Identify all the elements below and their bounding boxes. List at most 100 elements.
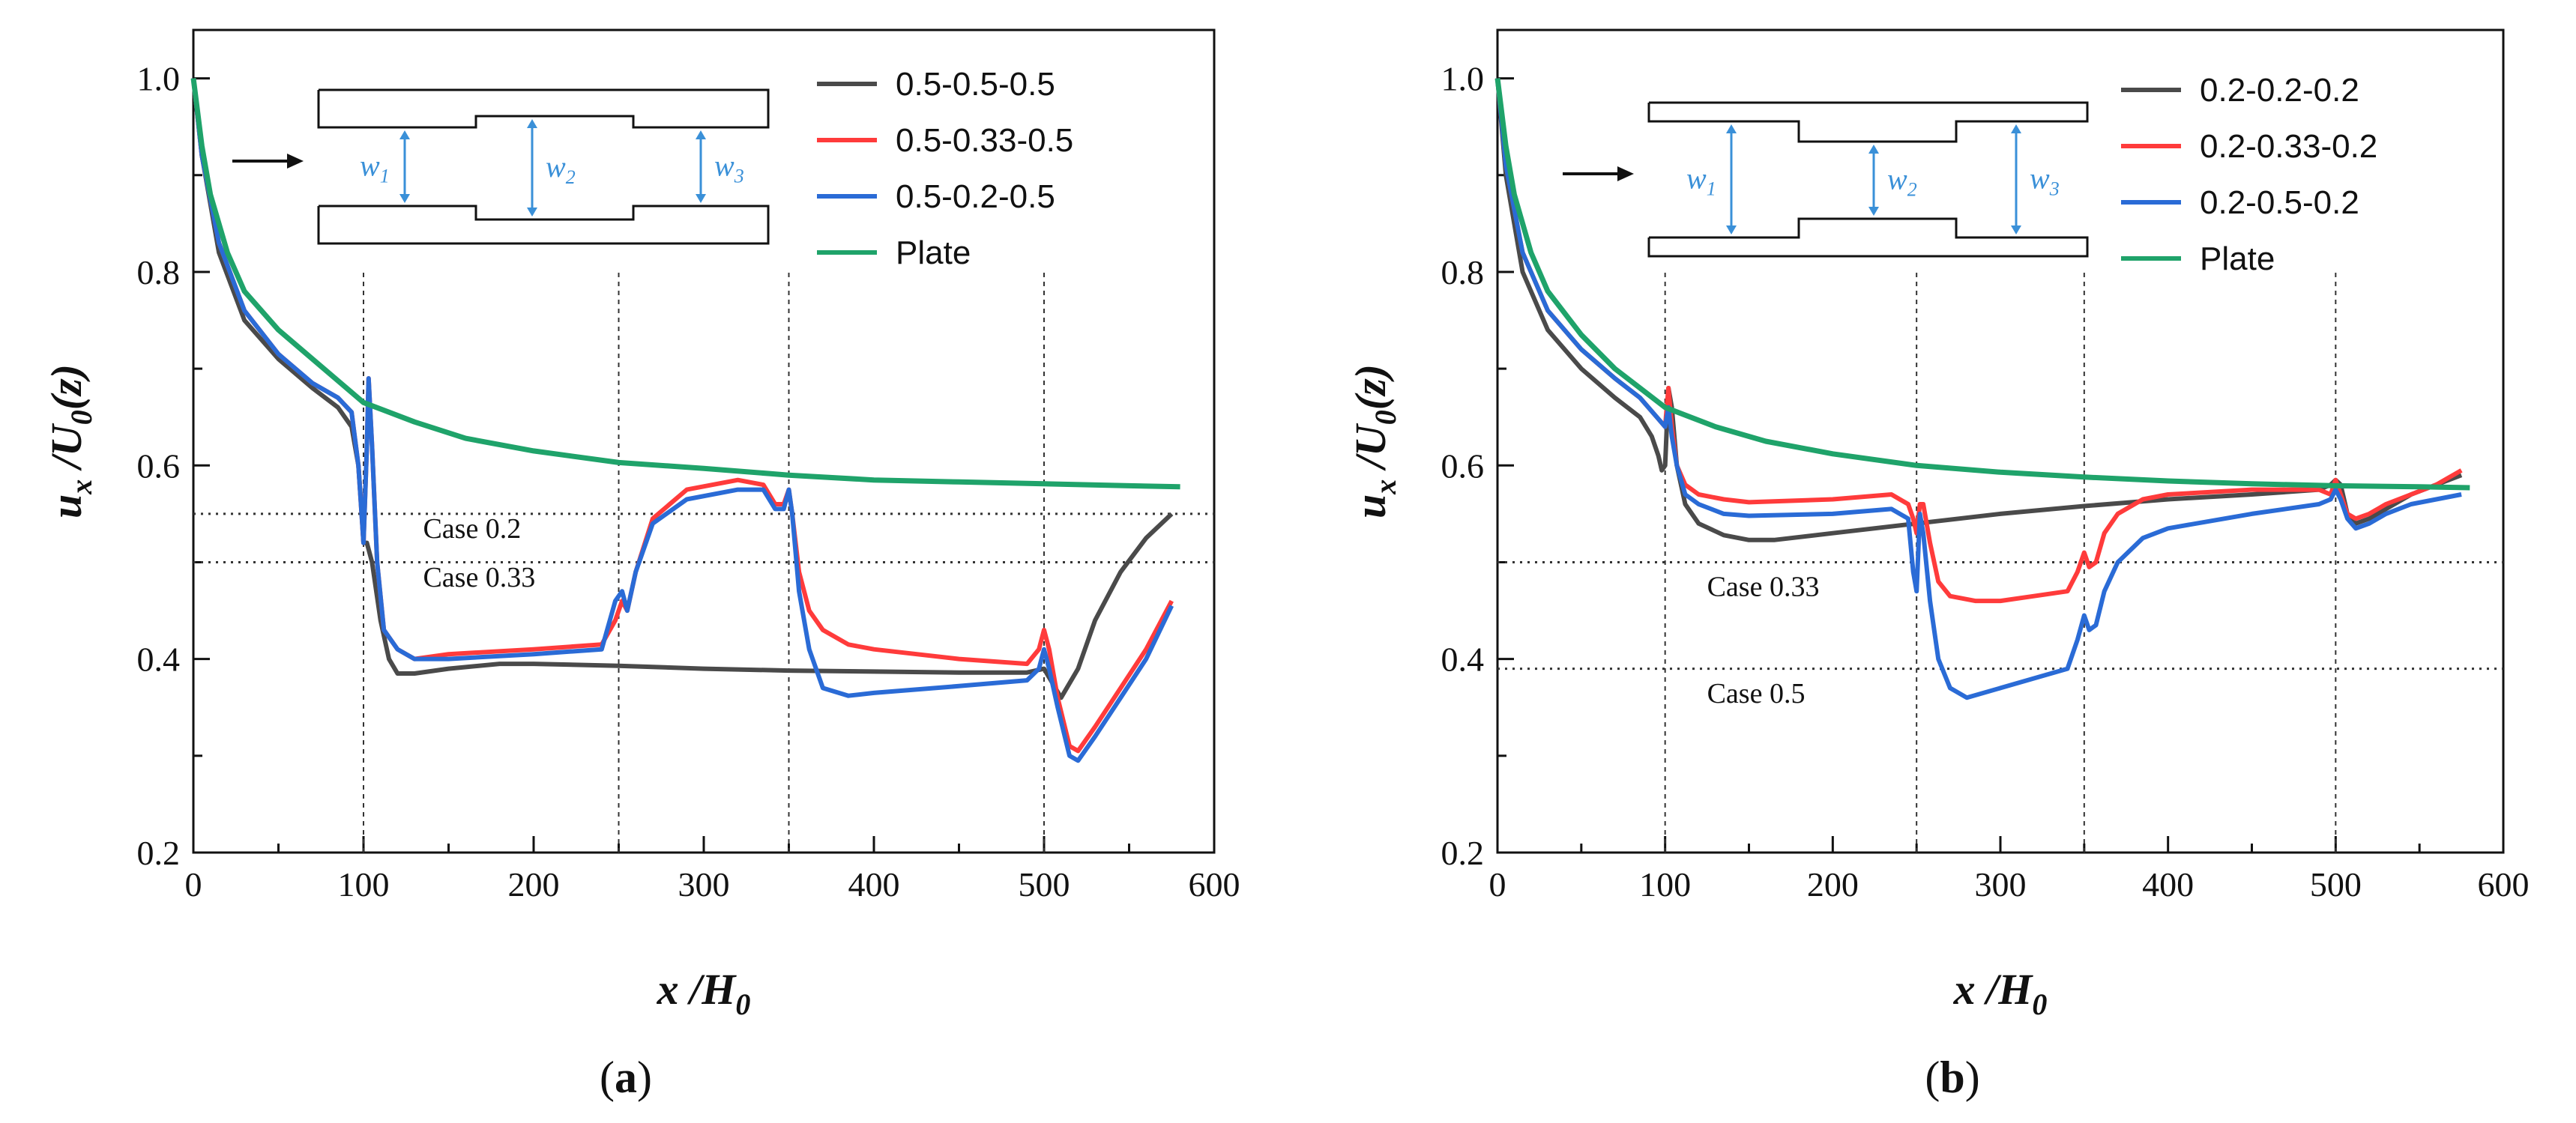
x-tick-label: 200	[508, 865, 560, 903]
x-tick-label: 0	[185, 865, 202, 903]
x-tick-label: 400	[848, 865, 900, 903]
y-tick-label: 0.6	[137, 447, 181, 485]
x-tick-label: 300	[1975, 865, 2027, 903]
y-axis-label-denominator-subscript: 0	[64, 410, 98, 425]
y-tick-label: 1.0	[137, 60, 181, 98]
series-line-0	[191, 78, 1174, 700]
width-label-w1: w1	[1686, 162, 1716, 200]
x-axis-label-subscript: 0	[735, 987, 750, 1021]
x-tick-label: 400	[2142, 865, 2194, 903]
width-arrow-head-bottom	[1726, 225, 1737, 234]
y-tick-label: 1.0	[1441, 60, 1485, 98]
panel-label-close-paren: )	[637, 1053, 652, 1102]
y-tick-label: 0.6	[1441, 447, 1485, 485]
legend-entry-label: 0.2-0.2-0.2	[2200, 72, 2359, 109]
panel-label: (b)	[1925, 1053, 1979, 1102]
y-axis-label-main: u	[1346, 494, 1395, 518]
flow-arrow-head	[287, 154, 304, 169]
case-label: Case 0.33	[423, 562, 535, 593]
width-label-w2: w2	[1887, 163, 1917, 201]
x-tick-label: 300	[678, 865, 730, 903]
width-arrow-head-top	[2011, 124, 2021, 133]
series-line-3	[190, 78, 1180, 490]
width-label-subscript: 3	[2049, 178, 2060, 200]
width-arrow-head-top	[1868, 145, 1879, 154]
y-axis-label: ux /U0(z)	[1346, 364, 1402, 518]
width-label-w3: w3	[714, 149, 744, 187]
panel-label-letter: a	[615, 1053, 637, 1102]
width-label-subscript: 3	[734, 166, 744, 187]
width-arrow-head-bottom	[2011, 225, 2021, 234]
legend-entry-label: 0.5-0.33-0.5	[896, 122, 1073, 159]
y-axis-label-tail: (z)	[1346, 364, 1395, 410]
width-label-main: w	[546, 150, 566, 184]
x-axis-label: x /H0	[657, 965, 751, 1021]
y-axis-label-main: u	[42, 494, 91, 518]
x-tick-label: 100	[1639, 865, 1691, 903]
y-axis-label-denominator: /U	[1346, 423, 1395, 479]
y-axis-label: ux /U0(z)	[42, 364, 98, 518]
y-axis-label-subscript: x	[1369, 479, 1402, 495]
legend-entry-label: 0.5-0.2-0.5	[896, 178, 1055, 215]
x-tick-label: 200	[1807, 865, 1859, 903]
width-label-subscript: 2	[566, 166, 576, 188]
case-label: Case 0.5	[1707, 678, 1806, 709]
x-axis-label-main: x /H	[1953, 965, 2034, 1014]
series-line-3	[1494, 78, 2470, 491]
y-tick-label: 0.4	[1441, 641, 1485, 679]
legend-entry-label: 0.5-0.5-0.5	[896, 66, 1055, 103]
series-line-2	[191, 78, 1174, 763]
width-label-main: w	[714, 149, 735, 183]
width-arrow-head-top	[399, 130, 410, 139]
legend-entry-label: 0.2-0.33-0.2	[2200, 128, 2377, 165]
x-axis-label-main: x /H	[657, 965, 737, 1014]
y-axis-label-subscript: x	[64, 479, 98, 495]
channel-bottom-wall	[317, 205, 770, 245]
x-axis-label: x /H0	[1953, 965, 2048, 1021]
x-tick-label: 600	[2478, 865, 2530, 903]
legend-entry-label: Plate	[2200, 240, 2275, 277]
width-arrow-head-bottom	[696, 194, 706, 203]
y-axis-label-denominator-subscript: 0	[1369, 410, 1402, 425]
width-arrow-head-bottom	[1868, 207, 1879, 216]
panel-label: (a)	[600, 1053, 652, 1102]
series-line-2	[1495, 78, 2462, 700]
y-tick-label: 0.2	[137, 834, 181, 872]
channel-bottom-wall	[1647, 217, 2089, 258]
width-label-w1: w1	[360, 149, 390, 187]
channel-top-wall	[1647, 101, 2089, 143]
width-arrow-head-bottom	[527, 208, 537, 217]
flow-arrow-head	[1617, 166, 1634, 181]
legend-entry-label: Plate	[896, 234, 971, 271]
panel-label-open-paren: (	[600, 1053, 615, 1102]
case-label: Case 0.2	[423, 513, 521, 545]
channel-schematic: w1 w2 w3	[232, 88, 770, 245]
x-tick-label: 600	[1189, 865, 1240, 903]
channel-schematic: w1 w2 w3	[1563, 101, 2089, 258]
y-axis-label-denominator: /U	[42, 423, 91, 479]
x-axis-label-subscript: 0	[2032, 987, 2047, 1021]
panel-label-open-paren: (	[1925, 1053, 1940, 1102]
width-arrow-head-top	[527, 119, 537, 128]
width-label-subscript: 1	[1707, 178, 1716, 200]
width-arrow-head-bottom	[399, 194, 410, 203]
y-tick-label: 0.8	[137, 253, 181, 291]
width-label-main: w	[1686, 162, 1707, 196]
x-tick-label: 500	[2310, 865, 2362, 903]
width-arrow-head-top	[1726, 124, 1737, 133]
legend-entry-label: 0.2-0.5-0.2	[2200, 184, 2359, 221]
width-label-main: w	[2030, 162, 2050, 196]
x-tick-label: 100	[338, 865, 390, 903]
y-tick-label: 0.8	[1441, 253, 1485, 291]
panel-label-close-paren: )	[1965, 1053, 1980, 1102]
width-label-w2: w2	[546, 150, 576, 188]
width-label-w3: w3	[2030, 162, 2060, 200]
y-axis-label-tail: (z)	[42, 364, 91, 410]
channel-top-wall	[317, 88, 770, 129]
width-label-main: w	[1887, 163, 1907, 196]
width-label-subscript: 2	[1907, 179, 1917, 201]
x-tick-label: 500	[1019, 865, 1070, 903]
